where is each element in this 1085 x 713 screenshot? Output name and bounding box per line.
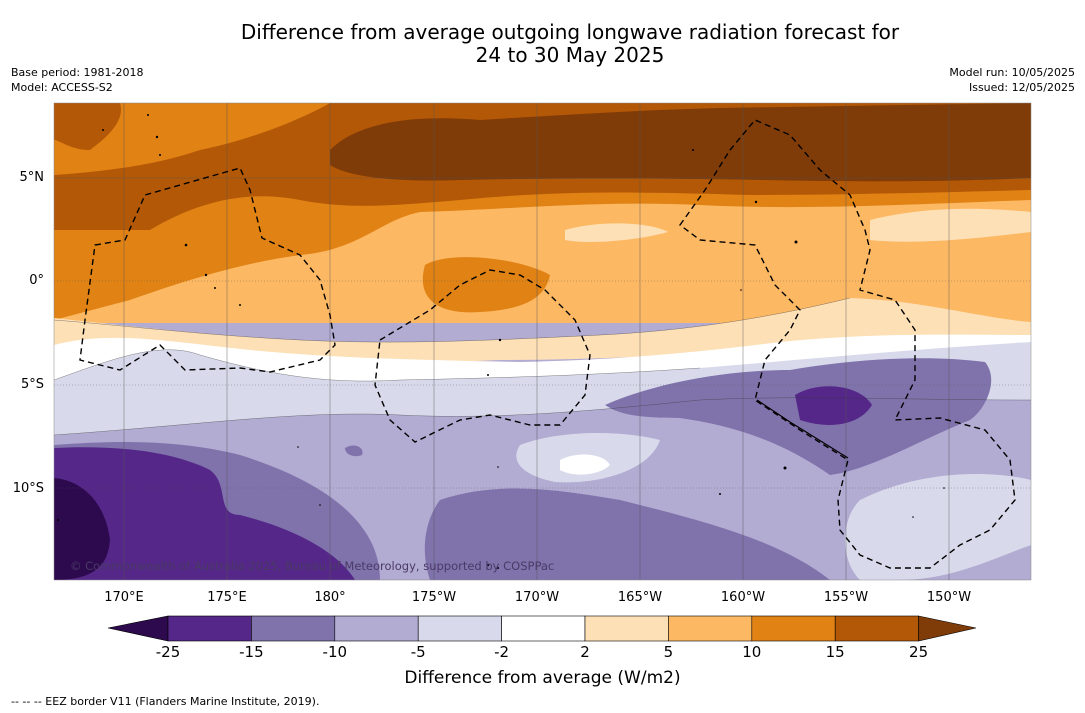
colorbar-extend-high [918,615,977,642]
blob-neutral-mid [560,454,610,475]
band-pos25 [330,103,1031,182]
lat-label: 5°S [20,377,44,392]
lon-label: 170°E [104,590,144,605]
chart-title: Difference from average outgoing longwav… [0,21,1085,67]
lon-label: 155°W [823,590,869,605]
colorbar-seg [501,615,586,642]
graticule [54,103,1031,580]
colorbar-tick: 5 [663,643,674,661]
lon-label: 180° [314,590,346,605]
colorbar-seg [167,615,252,642]
islands [57,114,945,569]
blob-neg10-south [424,488,830,580]
meta-left: Base period: 1981-2018 Model: ACCESS-S2 [11,65,143,95]
colorbar-tick: 15 [825,643,845,661]
eez-borders [79,119,1016,569]
blob-neg25 [54,478,110,580]
lon-label: 175°E [207,590,247,605]
colorbar-seg [334,615,419,642]
blob-pos2-a [565,223,668,243]
model-name: Model: ACCESS-S2 [11,81,113,94]
colorbar-tick: -5 [410,643,426,661]
boundary-line [756,399,849,459]
issued-date: Issued: 12/05/2025 [968,81,1075,94]
colorbar-seg [584,615,669,642]
lon-label: 150°W [926,590,972,605]
blob-neg10-small [345,445,363,457]
colorbar-extend-low [107,615,169,642]
colorbar-tick: -15 [239,643,264,661]
colorbar-seg [251,615,336,642]
lon-label: 165°W [617,590,663,605]
colorbar-seg [834,615,919,642]
lon-label: 170°W [514,590,560,605]
colorbar-tick: -10 [322,643,348,661]
blob-neg15-east [795,386,872,425]
colorbar-tick: 2 [580,643,590,661]
anomaly-field [54,103,1031,580]
colorbar [107,615,977,642]
blob-neg2-se [845,474,1031,580]
colorbar-label: Difference from average (W/m2) [404,668,681,688]
title-line-1: Difference from average outgoing longwav… [240,20,900,44]
eez-legend-note: -- -- -- EEZ border V11 (Flanders Marine… [11,695,320,708]
colorbar-seg [751,615,836,642]
colorbar-seg [668,615,753,642]
meta-right: Model run: 10/05/2025 Issued: 12/05/2025 [949,65,1075,95]
colorbar-tick: -25 [155,643,181,661]
lat-label: 10°S [12,481,44,496]
colorbar-tick: 10 [742,643,762,661]
title-line-2: 24 to 30 May 2025 [475,43,665,67]
blob-pos10-centre [422,257,550,313]
blob-neg10-east [605,358,992,475]
colorbar-tick: 25 [909,643,929,661]
copyright-notice: © Commonwealth of Australia 2025, Bureau… [70,559,555,573]
model-run: Model run: 10/05/2025 [949,66,1075,79]
blob-neg15-west [54,447,355,580]
colorbar-tick: -2 [494,643,510,661]
lon-label: 160°W [720,590,766,605]
blob-pos2-b [870,208,1031,242]
base-period: Base period: 1981-2018 [11,66,144,79]
band-pos10-nw [54,103,330,175]
band-neg2 [54,342,1031,435]
lat-label: 0° [29,273,44,288]
lon-label: 175°W [411,590,457,605]
colorbar-seg [417,615,502,642]
band-neutral [54,334,1031,388]
lat-label: 5°N [19,170,45,185]
band-pos15-nw [54,103,121,150]
